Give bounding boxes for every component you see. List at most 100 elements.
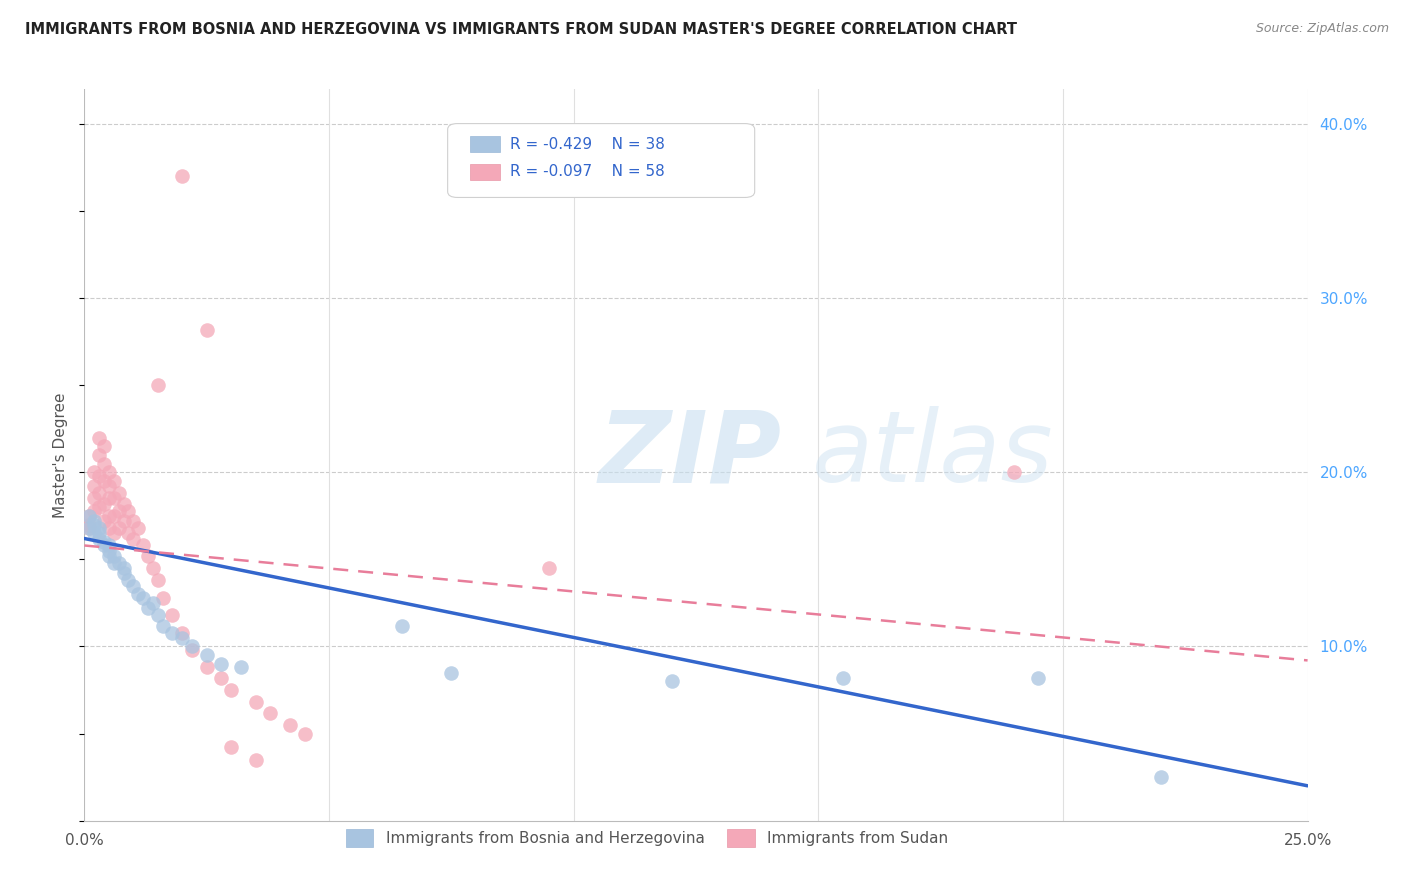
Point [162,625,184,640]
Point [142,561,165,575]
FancyBboxPatch shape [470,164,501,180]
Point [97,543,120,558]
Point [87,430,110,444]
Point [1150,770,1173,784]
Point [195,648,218,663]
Point [181,640,204,654]
Point [97,539,120,553]
Point [245,695,267,709]
Y-axis label: Master's Degree: Master's Degree [53,392,69,517]
Point [172,169,194,184]
Point [195,660,218,674]
Point [103,526,125,541]
Point [136,549,159,563]
Point [391,618,413,632]
Point [77,521,100,535]
Point [146,378,169,392]
Point [83,514,105,528]
Point [146,574,169,588]
Point [142,596,165,610]
Point [1002,466,1025,480]
Point [77,508,100,523]
Point [87,526,110,541]
Text: IMMIGRANTS FROM BOSNIA AND HERZEGOVINA VS IMMIGRANTS FROM SUDAN MASTER'S DEGREE : IMMIGRANTS FROM BOSNIA AND HERZEGOVINA V… [25,22,1018,37]
Point [112,497,135,511]
Point [661,674,683,689]
Point [103,556,125,570]
Point [83,466,105,480]
Point [83,503,105,517]
Point [97,549,120,563]
Point [107,486,129,500]
Point [181,643,204,657]
Point [259,706,281,720]
Point [1028,671,1050,685]
Point [77,521,100,535]
Point [195,322,218,336]
Point [93,514,115,528]
Point [87,521,110,535]
Point [245,753,267,767]
Point [103,491,125,506]
Point [103,549,125,563]
Point [93,457,115,471]
Point [132,591,155,605]
Point [83,526,105,541]
Point [219,740,242,755]
Point [112,561,135,575]
Point [122,514,145,528]
Point [93,539,115,553]
Point [87,448,110,462]
Text: R = -0.097    N = 58: R = -0.097 N = 58 [510,164,665,179]
Point [103,508,125,523]
Point [97,521,120,535]
Point [136,601,159,615]
Point [97,479,120,493]
Point [112,566,135,581]
Point [87,532,110,546]
Point [83,517,105,532]
Point [97,508,120,523]
Point [440,665,463,680]
Point [162,608,184,623]
Point [93,535,115,549]
FancyBboxPatch shape [447,124,755,197]
Point [97,491,120,506]
Point [83,491,105,506]
Point [87,500,110,515]
Point [77,508,100,523]
Point [93,497,115,511]
Point [294,726,316,740]
Text: Source: ZipAtlas.com: Source: ZipAtlas.com [1256,22,1389,36]
Point [93,439,115,453]
Point [117,503,139,517]
Point [209,671,232,685]
Point [87,468,110,483]
Point [112,514,135,528]
Point [97,466,120,480]
Point [127,521,149,535]
Text: atlas: atlas [813,407,1054,503]
Point [209,657,232,671]
Point [152,591,174,605]
Text: R = -0.429    N = 38: R = -0.429 N = 38 [510,136,665,152]
Point [172,625,194,640]
Point [146,608,169,623]
Point [83,479,105,493]
Point [127,587,149,601]
Point [117,574,139,588]
Point [122,532,145,546]
Point [278,718,301,732]
Point [103,474,125,488]
Point [172,631,194,645]
Point [538,561,561,575]
Point [122,578,145,592]
Legend: Immigrants from Bosnia and Herzegovina, Immigrants from Sudan: Immigrants from Bosnia and Herzegovina, … [340,823,955,854]
Point [229,660,252,674]
Point [87,486,110,500]
FancyBboxPatch shape [470,136,501,153]
Point [107,503,129,517]
Point [107,556,129,570]
Point [132,539,155,553]
Point [107,521,129,535]
